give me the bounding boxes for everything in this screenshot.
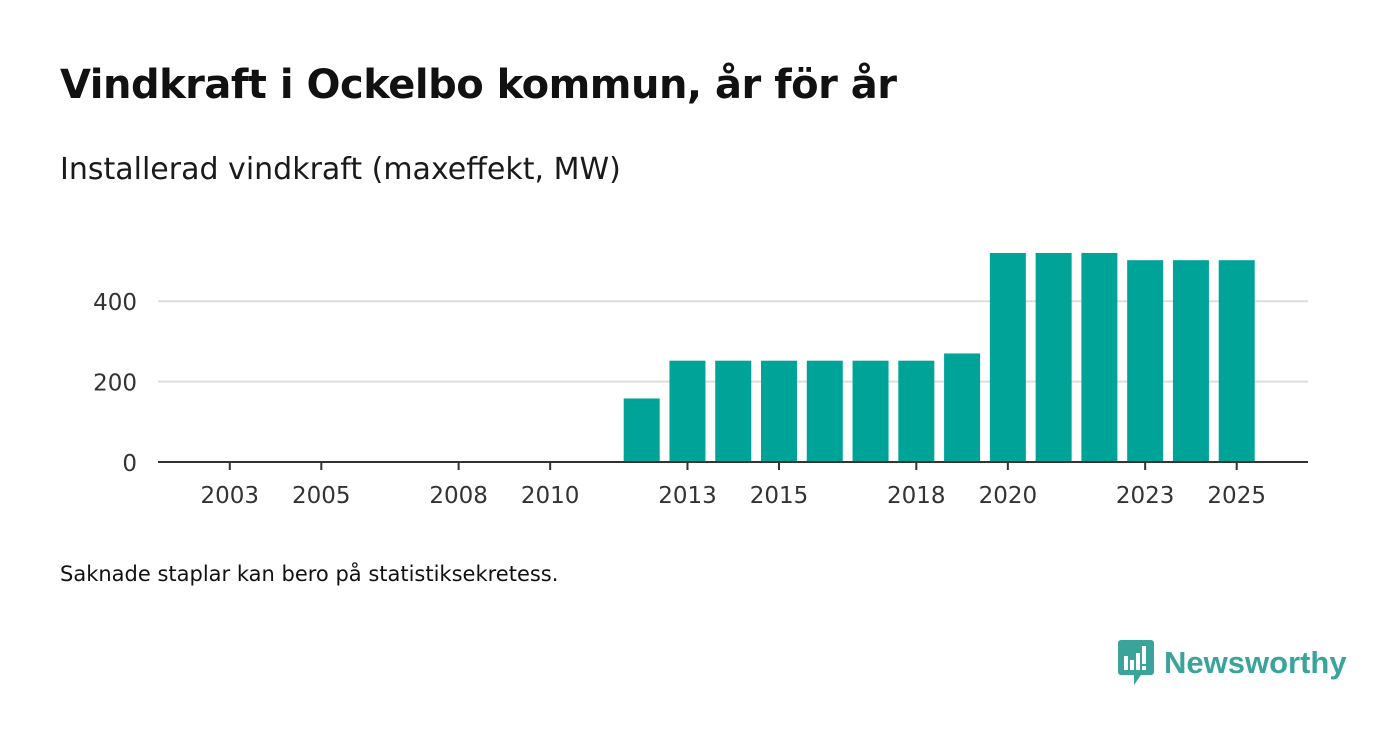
y-tick-label: 0 xyxy=(122,451,137,477)
bar[interactable] xyxy=(669,360,706,462)
bar[interactable] xyxy=(1218,260,1255,462)
bar[interactable] xyxy=(944,353,981,462)
x-tick-label: 2005 xyxy=(292,483,351,509)
bar[interactable] xyxy=(989,252,1026,462)
x-axis-ticks: 2003 2005 2008 2010 2013 2015 2018 2020 2023 2025 xyxy=(200,462,1266,509)
x-tick-label: 2023 xyxy=(1116,483,1175,509)
x-tick-label: 2003 xyxy=(200,483,259,509)
x-tick-label: 2010 xyxy=(521,483,580,509)
bar[interactable] xyxy=(715,360,752,462)
bar[interactable] xyxy=(1172,260,1209,462)
x-tick-label: 2018 xyxy=(887,483,946,509)
bar[interactable] xyxy=(852,360,889,462)
bar[interactable] xyxy=(806,360,843,462)
brand-logo[interactable]: Newsworthy xyxy=(1118,640,1347,686)
bar[interactable] xyxy=(623,398,660,462)
x-tick-label: 2025 xyxy=(1207,483,1266,509)
bars xyxy=(623,252,1255,462)
bar[interactable] xyxy=(1035,252,1072,462)
bar[interactable] xyxy=(1081,252,1118,462)
brand-name: Newsworthy xyxy=(1164,645,1347,680)
chart-title: Vindkraft i Ockelbo kommun, år för år xyxy=(60,62,897,108)
x-tick-label: 2015 xyxy=(750,483,809,509)
bar[interactable] xyxy=(898,360,935,462)
bar[interactable] xyxy=(761,360,798,462)
y-tick-label: 200 xyxy=(93,371,137,397)
y-tick-label: 400 xyxy=(93,290,137,316)
footnote: Saknade staplar kan bero på statistiksek… xyxy=(60,562,559,586)
bar[interactable] xyxy=(1127,260,1164,462)
y-axis-ticks: 0 200 400 xyxy=(93,290,137,477)
x-tick-label: 2020 xyxy=(979,483,1038,509)
x-tick-label: 2013 xyxy=(658,483,717,509)
x-tick-label: 2008 xyxy=(429,483,488,509)
chart-subtitle: Installerad vindkraft (maxeffekt, MW) xyxy=(60,152,621,187)
newsworthy-logo-icon xyxy=(1118,640,1154,685)
